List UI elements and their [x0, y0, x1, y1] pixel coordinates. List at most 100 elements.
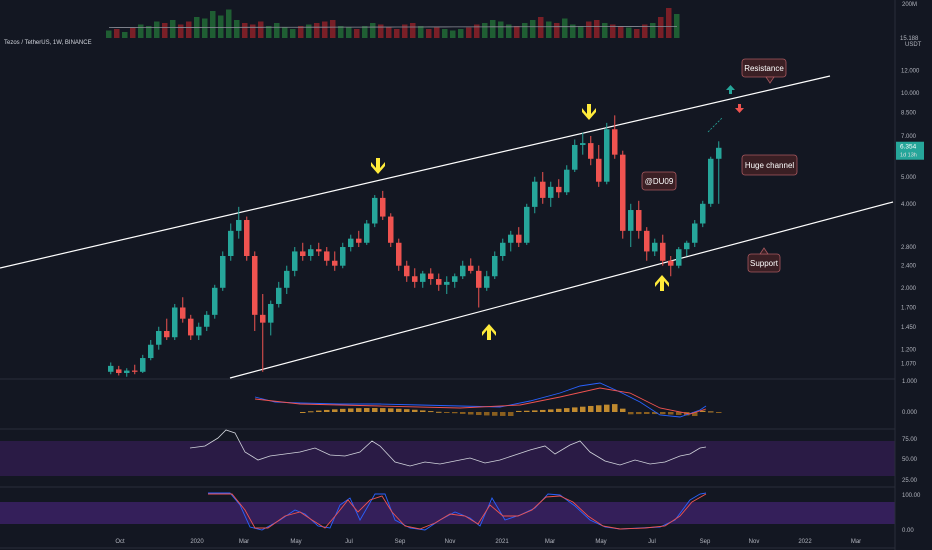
time-tick-label: 2020	[190, 539, 204, 545]
macd-histogram-bar	[564, 408, 570, 412]
rsi-tick-label: 50.00	[902, 457, 918, 463]
macd-histogram-bar	[324, 409, 330, 412]
volume-bar	[570, 24, 576, 38]
stoch-tick-label: 100.00	[902, 493, 921, 499]
macd-histogram-bar	[460, 412, 466, 414]
volume-bar	[162, 23, 168, 38]
candle-body	[580, 143, 586, 145]
volume-bar	[306, 24, 312, 38]
candle-body	[468, 265, 474, 271]
candle-body	[244, 219, 250, 257]
volume-bar	[266, 26, 272, 38]
macd-histogram-bar	[716, 412, 722, 413]
macd-histogram-bar	[692, 412, 698, 417]
candle-body	[108, 365, 114, 372]
candle-body	[524, 206, 530, 243]
macd-histogram-bar	[612, 404, 618, 412]
candle-body	[308, 249, 314, 257]
price-tick-label: 1.200	[901, 348, 917, 354]
volume-bar	[210, 11, 216, 38]
volume-bar	[362, 26, 368, 38]
macd-tick-label: 1.000	[902, 379, 918, 385]
volume-bar	[298, 26, 304, 38]
support-label-tail	[759, 247, 769, 255]
candle-body	[324, 251, 330, 261]
candle-body	[516, 234, 522, 243]
candle-body	[692, 223, 698, 243]
volume-bar	[578, 26, 584, 38]
volume-bar	[354, 29, 360, 38]
volume-bar	[602, 23, 608, 38]
last-price-badge	[896, 141, 924, 160]
macd-signal-line	[254, 387, 707, 415]
macd-histogram-bar	[300, 412, 306, 413]
volume-bar	[522, 23, 528, 38]
candle-body	[164, 331, 170, 338]
volume-bar	[322, 21, 328, 38]
macd-histogram-bar	[380, 408, 386, 412]
red-down-arrow-icon	[735, 104, 744, 113]
macd-histogram-bar	[356, 408, 362, 412]
macd-histogram-bar	[588, 405, 594, 412]
macd-tick-label: 0.000	[902, 410, 918, 416]
price-tick-label: 1.700	[901, 305, 917, 311]
volume-pane: 200M 15.188	[106, 2, 919, 42]
volume-bar	[442, 29, 448, 38]
volume-bar	[586, 21, 592, 38]
rsi-tick-label: 75.00	[902, 437, 918, 443]
volume-bar	[146, 26, 152, 38]
yellow-up-arrow-icon	[482, 324, 496, 340]
candle-body	[148, 344, 154, 359]
macd-pane: 1.000 0.000	[254, 379, 918, 418]
yellow-down-arrow-icon	[582, 104, 596, 120]
candle-body	[348, 238, 354, 248]
price-tick-label: 1.070	[901, 362, 917, 368]
volume-bar	[258, 21, 264, 38]
macd-histogram-bar	[604, 404, 610, 412]
volume-bar	[530, 20, 536, 38]
stoch-band	[0, 502, 895, 524]
volume-bar	[674, 14, 680, 38]
volume-bar	[338, 26, 344, 38]
macd-histogram-bar	[556, 408, 562, 412]
green-up-arrow-icon	[726, 85, 735, 94]
macd-histogram-bar	[420, 410, 426, 412]
candle-body	[684, 242, 690, 250]
yellow-up-arrow-icon	[655, 275, 669, 291]
volume-bar	[130, 27, 136, 38]
volume-bar	[386, 27, 392, 38]
macd-histogram-bar	[484, 412, 490, 416]
price-pane	[0, 75, 894, 379]
macd-histogram-bar	[396, 408, 402, 412]
candle-body	[588, 143, 594, 159]
candle-body	[460, 265, 466, 277]
macd-histogram-bar	[412, 409, 418, 412]
candle-body	[676, 249, 682, 266]
volume-bar	[490, 20, 496, 38]
macd-histogram-bar	[316, 410, 322, 412]
macd-histogram-bar	[580, 406, 586, 412]
macd-histogram-bar	[308, 411, 314, 413]
symbol-title: Tezos / TetherUS, 1W, BINANCE	[4, 40, 92, 46]
volume-bar	[506, 24, 512, 38]
macd-histogram-bar	[500, 412, 506, 416]
macd-histogram-bar	[644, 412, 650, 415]
resistance-label: Resistance	[744, 64, 784, 73]
candle-body	[564, 169, 570, 193]
candle-body	[420, 273, 426, 282]
volume-bar	[370, 23, 376, 38]
macd-histogram-bar	[468, 412, 474, 415]
macd-histogram-bar	[452, 412, 458, 414]
volume-bar	[218, 15, 224, 38]
macd-histogram-bar	[668, 412, 674, 415]
candle-body	[668, 260, 674, 266]
candle-body	[548, 186, 554, 198]
macd-line	[254, 382, 707, 418]
volume-bar	[562, 18, 568, 38]
candle-body	[388, 216, 394, 243]
candle-body	[500, 242, 506, 257]
candle-body	[540, 181, 546, 198]
stoch-rsi-pane: 100.00 0.00	[0, 492, 921, 534]
volume-bar	[274, 23, 280, 38]
